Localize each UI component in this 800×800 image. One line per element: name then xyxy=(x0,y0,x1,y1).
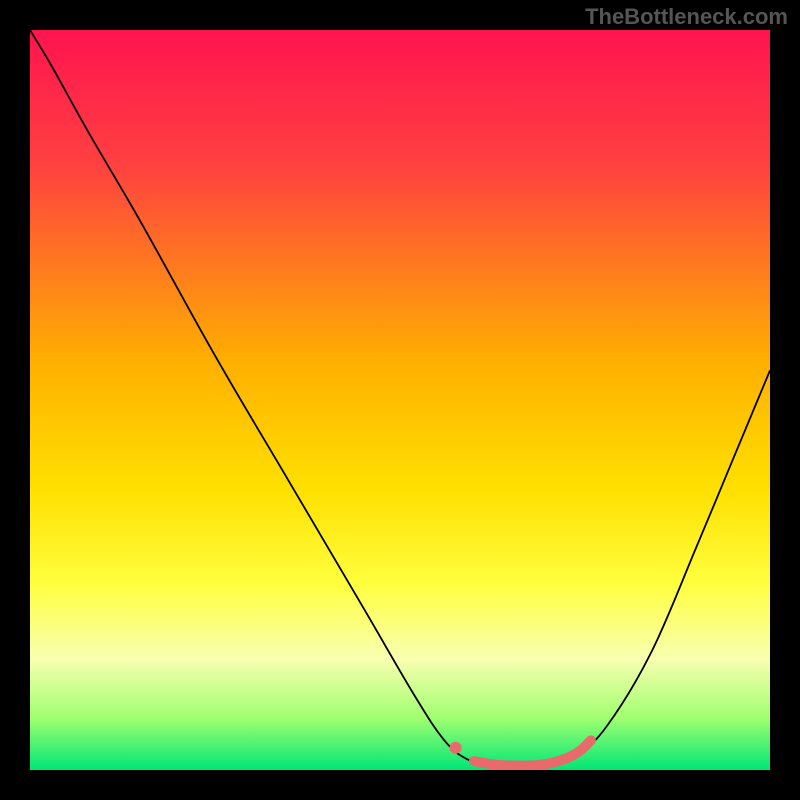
chart-container: TheBottleneck.com xyxy=(0,0,800,800)
highlight-dot xyxy=(450,742,462,754)
watermark-text: TheBottleneck.com xyxy=(585,4,788,30)
gradient-chart xyxy=(30,30,770,770)
gradient-background xyxy=(30,30,770,770)
plot-area xyxy=(30,30,770,770)
